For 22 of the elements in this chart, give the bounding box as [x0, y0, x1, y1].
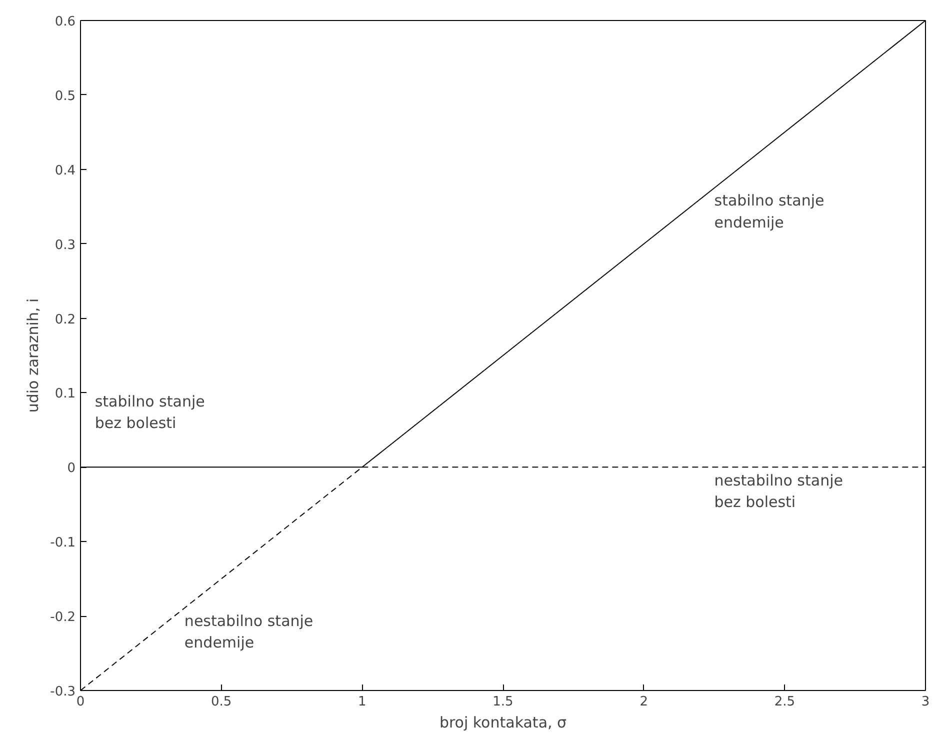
y-tick-label: 0.4	[54, 163, 76, 178]
x-axis-title: broj kontakata, σ	[439, 714, 568, 732]
annotation: stabilno stanje bez bolesti	[94, 392, 205, 432]
annotation: nestabilno stanje endemije	[184, 612, 314, 652]
y-tick-label: 0.1	[54, 386, 76, 402]
y-tick-label: -0.3	[50, 684, 76, 700]
x-tick-label: 2	[640, 694, 648, 710]
x-tick-label: 1	[358, 694, 366, 710]
y-axis-title: udio zaraznih, i	[24, 298, 42, 413]
annotation: nestabilno stanje bez bolesti	[714, 471, 843, 512]
x-tick-label: 0.5	[210, 694, 232, 710]
y-tick-label: -0.1	[50, 536, 76, 551]
y-tick-label: 0.2	[54, 312, 76, 328]
x-tick-label: 2.5	[774, 694, 796, 710]
y-tick-label: 0.6	[54, 14, 76, 30]
x-tick-label: 3	[921, 694, 930, 710]
y-tick-label: -0.2	[50, 610, 76, 626]
y-tick-label: 0.3	[54, 238, 76, 253]
y-tick-label: 0.5	[54, 88, 76, 104]
y-tick-label: 0	[67, 461, 76, 476]
x-tick-label: 1.5	[492, 694, 514, 710]
annotation: stabilno stanje endemije	[714, 192, 824, 232]
